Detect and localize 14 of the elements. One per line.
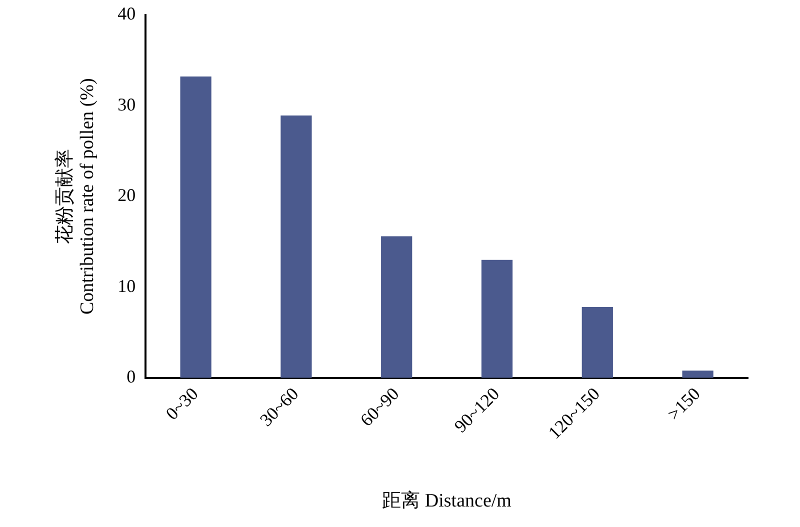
bar [682, 370, 714, 378]
bar [180, 76, 212, 378]
x-tick-label: 0~30 [162, 384, 202, 424]
y-tick-label: 20 [118, 185, 136, 206]
y-tick-label: 0 [126, 366, 136, 387]
y-tick-label: 40 [118, 4, 136, 24]
y-axis-title: 花粉贡献率 Contribution rate of pollen (%) [53, 78, 98, 315]
y-tick-label: 30 [118, 94, 136, 114]
y-tick-label: 10 [118, 276, 136, 296]
bar [280, 116, 312, 378]
x-axis-title: 距离 Distance/m [382, 490, 512, 512]
bar [582, 307, 613, 378]
bar [481, 260, 513, 378]
bar [381, 236, 412, 378]
